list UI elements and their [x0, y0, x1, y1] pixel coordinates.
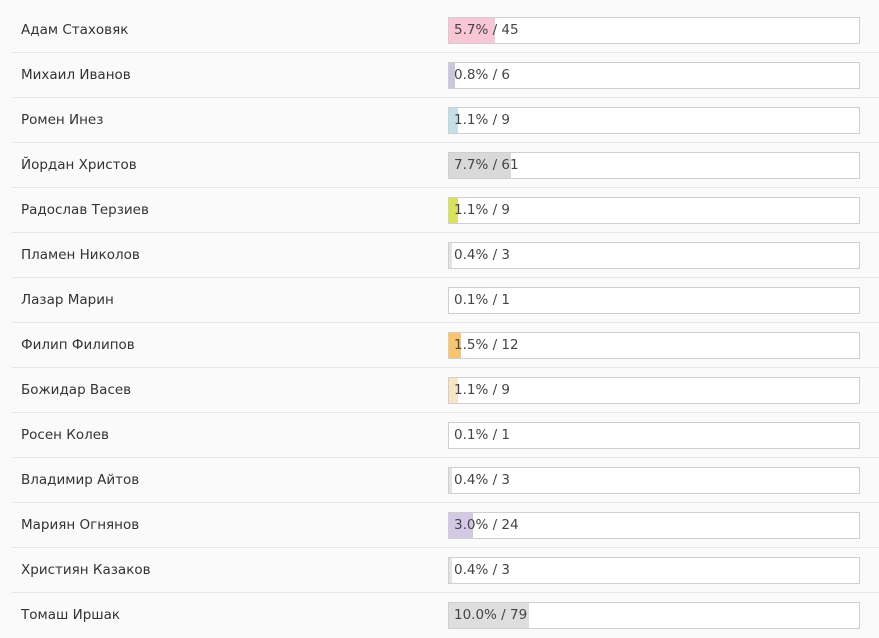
vote-bar-fill: [449, 153, 511, 178]
vote-label: 0.8% / 6: [454, 67, 511, 83]
candidate-name: Йордан Христов: [21, 157, 137, 173]
vote-label: 3.0% / 24: [454, 517, 519, 533]
vote-label: 1.1% / 9: [454, 382, 511, 398]
vote-bar: 1.1% / 9: [448, 377, 860, 404]
vote-bar: 1.5% / 12: [448, 332, 860, 359]
vote-bar: 0.1% / 1: [448, 287, 860, 314]
result-row: Михаил Иванов 0.8% / 6: [12, 53, 879, 98]
candidate-name: Росен Колев: [21, 427, 109, 443]
vote-bar-fill: [449, 243, 453, 268]
vote-bar: 1.1% / 9: [448, 107, 860, 134]
vote-label: 0.1% / 1: [454, 427, 511, 443]
vote-bar: 0.8% / 6: [448, 62, 860, 89]
poll-results: Адам Стаховяк 5.7% / 45 Михаил Иванов 0.…: [12, 8, 879, 638]
result-row: Пламен Николов 0.4% / 3: [12, 233, 879, 278]
vote-bar-fill: [449, 63, 456, 88]
result-row: Адам Стаховяк 5.7% / 45: [12, 8, 879, 53]
result-row: Християн Казаков 0.4% / 3: [12, 548, 879, 593]
vote-bar: 0.1% / 1: [448, 422, 860, 449]
result-row: Росен Колев 0.1% / 1: [12, 413, 879, 458]
vote-bar: 0.4% / 3: [448, 557, 860, 584]
vote-label: 1.1% / 9: [454, 202, 511, 218]
vote-bar: 7.7% / 61: [448, 152, 860, 179]
vote-bar-fill: [449, 558, 453, 583]
vote-bar-fill: [449, 333, 461, 358]
vote-bar: 0.4% / 3: [448, 467, 860, 494]
vote-label: 1.5% / 12: [454, 337, 519, 353]
result-row: Томаш Иршак 10.0% / 79: [12, 593, 879, 638]
candidate-name: Томаш Иршак: [21, 607, 121, 623]
candidate-name: Филип Филипов: [21, 337, 135, 353]
candidate-name: Мариян Огнянов: [21, 517, 140, 533]
vote-label: 7.7% / 61: [454, 157, 519, 173]
vote-bar: 1.1% / 9: [448, 197, 860, 224]
vote-bar: 3.0% / 24: [448, 512, 860, 539]
result-row: Филип Филипов 1.5% / 12: [12, 323, 879, 368]
candidate-name: Божидар Васев: [21, 382, 132, 398]
vote-label: 5.7% / 45: [454, 22, 519, 38]
result-row: Радослав Терзиев 1.1% / 9: [12, 188, 879, 233]
candidate-name: Пламен Николов: [21, 247, 140, 263]
result-row: Владимир Айтов 0.4% / 3: [12, 458, 879, 503]
result-row: Ромен Инез 1.1% / 9: [12, 98, 879, 143]
candidate-name: Адам Стаховяк: [21, 22, 129, 38]
vote-label: 0.4% / 3: [454, 472, 511, 488]
result-row: Божидар Васев 1.1% / 9: [12, 368, 879, 413]
vote-bar: 0.4% / 3: [448, 242, 860, 269]
result-row: Йордан Христов 7.7% / 61: [12, 143, 879, 188]
vote-bar-fill: [449, 108, 458, 133]
candidate-name: Лазар Марин: [21, 292, 114, 308]
candidate-name: Радослав Терзиев: [21, 202, 149, 218]
result-row: Лазар Марин 0.1% / 1: [12, 278, 879, 323]
vote-bar-fill: [449, 198, 458, 223]
candidate-name: Ромен Инез: [21, 112, 104, 128]
vote-bar-fill: [449, 378, 458, 403]
vote-label: 1.1% / 9: [454, 112, 511, 128]
candidate-name: Михаил Иванов: [21, 67, 131, 83]
vote-label: 0.4% / 3: [454, 247, 511, 263]
vote-label: 0.1% / 1: [454, 292, 511, 308]
candidate-name: Владимир Айтов: [21, 472, 140, 488]
result-row: Мариян Огнянов 3.0% / 24: [12, 503, 879, 548]
vote-label: 10.0% / 79: [454, 607, 528, 623]
vote-bar-fill: [449, 468, 453, 493]
vote-bar: 5.7% / 45: [448, 17, 860, 44]
candidate-name: Християн Казаков: [21, 562, 151, 578]
vote-bar-fill: [449, 513, 473, 538]
vote-bar-fill: [449, 603, 529, 628]
vote-bar: 10.0% / 79: [448, 602, 860, 629]
vote-label: 0.4% / 3: [454, 562, 511, 578]
vote-bar-fill: [449, 18, 495, 43]
